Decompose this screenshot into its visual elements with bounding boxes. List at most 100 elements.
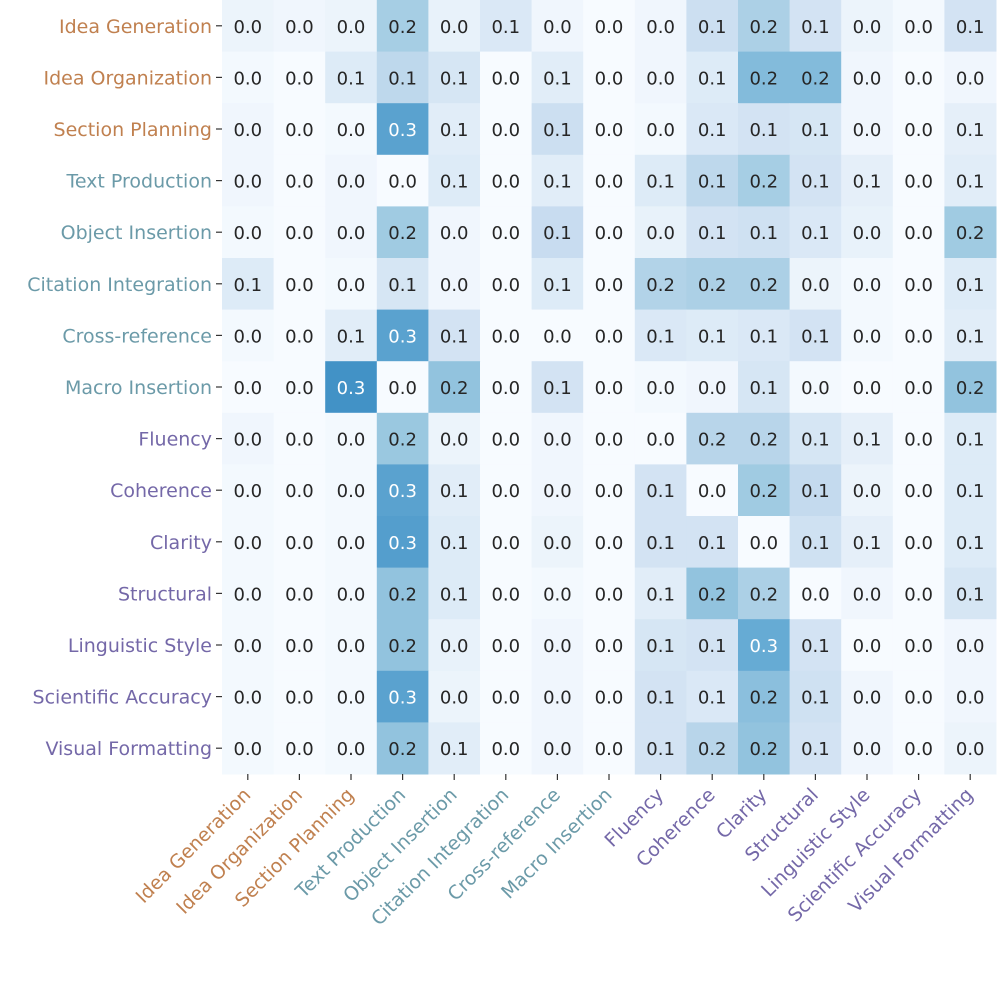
cell-value-label: 0.0	[646, 68, 675, 89]
heatmap-cell	[325, 567, 378, 620]
heatmap-cell	[892, 258, 945, 311]
heatmap-cell	[583, 722, 636, 775]
cell-value-label: 0.0	[904, 481, 933, 502]
heatmap-cell	[892, 412, 945, 465]
heatmap-cell	[738, 154, 791, 207]
heatmap-cell	[480, 619, 533, 672]
heatmap-cell	[222, 0, 275, 53]
heatmap-cell	[634, 309, 687, 362]
y-tick-label: Object Insertion	[61, 222, 212, 244]
cell-value-label: 0.1	[440, 68, 469, 89]
cell-value-label: 0.1	[646, 481, 675, 502]
heatmap-cell	[222, 258, 275, 311]
heatmap-cell	[686, 670, 739, 723]
cell-value-label: 0.0	[904, 739, 933, 760]
heatmap-cell	[892, 361, 945, 414]
heatmap-cell	[428, 516, 481, 569]
heatmap-cell	[583, 51, 636, 104]
heatmap-cell	[738, 464, 791, 517]
cell-value-label: 0.1	[698, 68, 727, 89]
heatmap-cell	[325, 51, 378, 104]
cell-value-label: 0.0	[595, 378, 624, 399]
cell-value-label: 0.1	[801, 636, 830, 657]
heatmap-cell	[738, 619, 791, 672]
heatmap-cell	[789, 722, 842, 775]
tick-marks	[216, 25, 971, 780]
cell-value-label: 0.3	[337, 378, 366, 399]
cell-value-label: 0.0	[440, 636, 469, 657]
heatmap-cell	[376, 412, 429, 465]
cell-value-label: 0.0	[285, 120, 314, 141]
heatmap-cell	[325, 619, 378, 672]
heatmap-cell	[531, 412, 584, 465]
cell-value-label: 0.2	[440, 378, 469, 399]
heatmap-cell	[428, 0, 481, 53]
heatmap-cell	[583, 103, 636, 156]
heatmap-cell	[738, 516, 791, 569]
cell-value-label: 0.0	[285, 636, 314, 657]
heatmap-cell	[428, 51, 481, 104]
cell-value-label: 0.2	[698, 275, 727, 296]
cell-value-label: 0.0	[233, 378, 262, 399]
cell-value-label: 0.0	[285, 739, 314, 760]
y-tick-label: Clarity	[150, 532, 212, 554]
heatmap-cell	[686, 464, 739, 517]
heatmap-cell	[841, 206, 894, 259]
heatmap-cell	[428, 154, 481, 207]
cell-value-label: 0.1	[698, 172, 727, 193]
cell-value-label: 0.0	[853, 584, 882, 605]
cell-value-label: 0.0	[646, 120, 675, 141]
cell-value-label: 0.0	[285, 68, 314, 89]
cell-value-label: 0.1	[491, 17, 520, 38]
cell-value-label: 0.1	[337, 326, 366, 347]
heatmap-cell	[480, 412, 533, 465]
cell-value-label: 0.1	[698, 533, 727, 554]
heatmap-cell	[273, 0, 326, 53]
heatmap-cell	[428, 670, 481, 723]
y-tick-label: Text Production	[65, 171, 212, 193]
heatmap-cell	[222, 51, 275, 104]
heatmap-cell	[428, 619, 481, 672]
cell-value-label: 0.0	[337, 17, 366, 38]
heatmap-cell	[325, 361, 378, 414]
heatmap-cell	[531, 258, 584, 311]
cell-value-label: 0.1	[801, 17, 830, 38]
cell-value-label: 0.0	[491, 584, 520, 605]
heatmap-cell	[634, 516, 687, 569]
cell-value-label: 0.1	[801, 120, 830, 141]
cell-value-label: 0.0	[285, 17, 314, 38]
cell-value-label: 0.0	[440, 688, 469, 709]
cell-value-label: 0.0	[904, 223, 933, 244]
heatmap-cell	[634, 361, 687, 414]
heatmap-cell	[325, 722, 378, 775]
cell-value-label: 0.0	[853, 688, 882, 709]
heatmap-cell	[222, 309, 275, 362]
cell-value-label: 0.2	[388, 17, 417, 38]
cell-value-label: 0.0	[337, 739, 366, 760]
cell-value-label: 0.0	[595, 688, 624, 709]
cell-value-label: 0.0	[233, 326, 262, 347]
cell-value-label: 0.0	[285, 430, 314, 451]
cell-value-label: 0.0	[956, 688, 985, 709]
cell-value-label: 0.1	[440, 120, 469, 141]
cell-value-label: 0.0	[543, 533, 572, 554]
heatmap-cell	[428, 103, 481, 156]
cell-value-label: 0.1	[956, 172, 985, 193]
heatmap-cell	[841, 103, 894, 156]
cell-value-label: 0.1	[698, 223, 727, 244]
heatmap-cell	[634, 258, 687, 311]
heatmap-cell	[428, 412, 481, 465]
cell-value-label: 0.2	[646, 275, 675, 296]
heatmap-cell	[480, 309, 533, 362]
cell-value-label: 0.0	[337, 120, 366, 141]
heatmap-cell	[531, 516, 584, 569]
cell-value-label: 0.3	[388, 120, 417, 141]
heatmap-cell	[789, 464, 842, 517]
y-tick-labels: Idea Generation Idea Organization Section …	[27, 16, 212, 760]
heatmap-cell	[273, 516, 326, 569]
heatmap-cell	[738, 309, 791, 362]
heatmap-cell	[480, 0, 533, 53]
cell-value-label: 0.0	[233, 584, 262, 605]
